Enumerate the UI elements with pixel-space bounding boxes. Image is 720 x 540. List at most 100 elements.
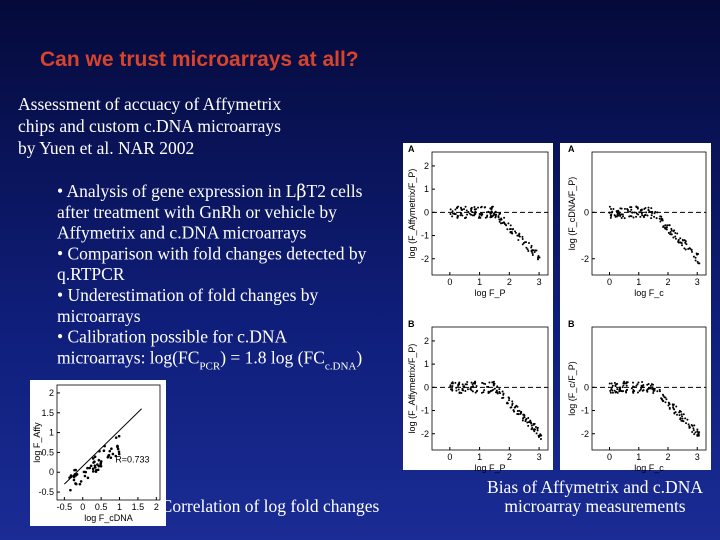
data-dot xyxy=(633,386,636,389)
data-dot xyxy=(616,391,619,394)
data-dot xyxy=(692,427,695,430)
data-dot xyxy=(670,229,673,232)
data-dot xyxy=(482,382,485,385)
data-dot xyxy=(649,387,652,390)
data-dot xyxy=(489,216,492,219)
data-dot xyxy=(680,413,683,416)
data-dot xyxy=(509,224,512,227)
data-dot xyxy=(73,468,76,472)
data-dot xyxy=(609,391,612,394)
data-dot xyxy=(464,383,467,386)
data-dot xyxy=(493,387,496,390)
data-dot xyxy=(498,388,501,391)
data-dot xyxy=(691,430,694,433)
data-dot xyxy=(650,207,653,210)
data-dot xyxy=(667,404,670,407)
data-dot xyxy=(507,222,510,225)
text-run: ) xyxy=(356,347,362,367)
data-dot xyxy=(681,244,684,247)
data-dot xyxy=(678,409,681,412)
data-dot xyxy=(495,391,498,394)
data-dot xyxy=(667,231,670,234)
x-tick-label: 3 xyxy=(695,452,700,462)
data-dot xyxy=(690,424,693,427)
data-dot xyxy=(79,480,83,483)
data-dot xyxy=(524,420,527,423)
y-tick-label: 2 xyxy=(424,161,429,171)
data-dot xyxy=(474,380,477,383)
data-dot xyxy=(611,210,614,213)
data-dot xyxy=(518,409,521,412)
data-dot xyxy=(646,390,649,393)
data-dot xyxy=(673,408,676,411)
data-dot xyxy=(451,385,454,388)
data-dot xyxy=(537,255,540,258)
data-dot xyxy=(69,488,72,492)
data-dot xyxy=(527,242,530,245)
data-dot xyxy=(470,381,473,384)
x-tick-label: -0.5 xyxy=(57,502,73,512)
text-run: after treatment with GnRh or vehicle by xyxy=(57,202,337,222)
data-dot xyxy=(91,467,95,470)
data-dot xyxy=(463,208,466,211)
intro-line: by Yuen et al. NAR 2002 xyxy=(18,138,194,158)
data-dot xyxy=(488,381,491,384)
bullet-line: Affymetrix and c.DNA microarrays xyxy=(57,223,307,243)
data-dot xyxy=(640,209,643,212)
data-dot xyxy=(632,216,635,219)
axes-frame xyxy=(591,151,707,276)
data-dot xyxy=(525,246,528,249)
data-dot xyxy=(514,230,517,233)
data-dot xyxy=(666,224,669,227)
data-dot xyxy=(632,388,635,391)
y-tick-label: 1 xyxy=(49,428,54,438)
bullet-line: • Comparison with fold changes detected … xyxy=(57,243,367,263)
data-dot xyxy=(497,215,500,218)
data-dot xyxy=(511,400,514,403)
data-dot xyxy=(103,444,106,448)
data-dot xyxy=(652,383,655,386)
data-dot xyxy=(527,424,530,427)
data-dot xyxy=(619,387,622,390)
data-dot xyxy=(531,253,534,256)
data-dot xyxy=(491,215,494,218)
data-dot xyxy=(626,209,629,212)
data-dot xyxy=(527,421,530,424)
data-dot xyxy=(117,452,121,456)
data-dot xyxy=(625,384,628,387)
x-tick-label: 1.5 xyxy=(132,502,145,512)
data-dot xyxy=(638,211,641,214)
data-dot xyxy=(686,418,689,421)
data-dot xyxy=(474,210,477,213)
data-dot xyxy=(628,215,631,218)
data-dot xyxy=(610,388,613,391)
data-dot xyxy=(534,249,537,252)
data-dot xyxy=(649,384,652,387)
data-dot xyxy=(668,406,671,409)
y-tick-label: 2 xyxy=(49,388,54,398)
axes-frame xyxy=(591,326,707,451)
data-dot xyxy=(671,403,674,406)
data-dot xyxy=(470,213,473,216)
data-dot xyxy=(91,470,95,473)
data-dot xyxy=(539,433,542,436)
data-dot xyxy=(679,241,682,244)
data-dot xyxy=(82,470,86,474)
bullet-line: • Calibration possible for c.DNA xyxy=(57,327,288,347)
data-dot xyxy=(461,387,464,390)
data-dot xyxy=(521,243,524,246)
data-dot xyxy=(498,390,501,393)
data-dot xyxy=(480,205,483,208)
data-dot xyxy=(662,225,665,228)
x-axis-label: log F_P xyxy=(474,463,505,473)
data-dot xyxy=(620,216,623,219)
data-dot xyxy=(608,211,611,214)
data-dot xyxy=(527,250,530,253)
data-dot xyxy=(455,206,458,209)
x-tick-label: 1 xyxy=(477,452,482,462)
data-dot xyxy=(487,392,490,395)
data-dot xyxy=(615,210,618,213)
data-dot xyxy=(454,381,457,384)
data-dot xyxy=(614,391,617,394)
